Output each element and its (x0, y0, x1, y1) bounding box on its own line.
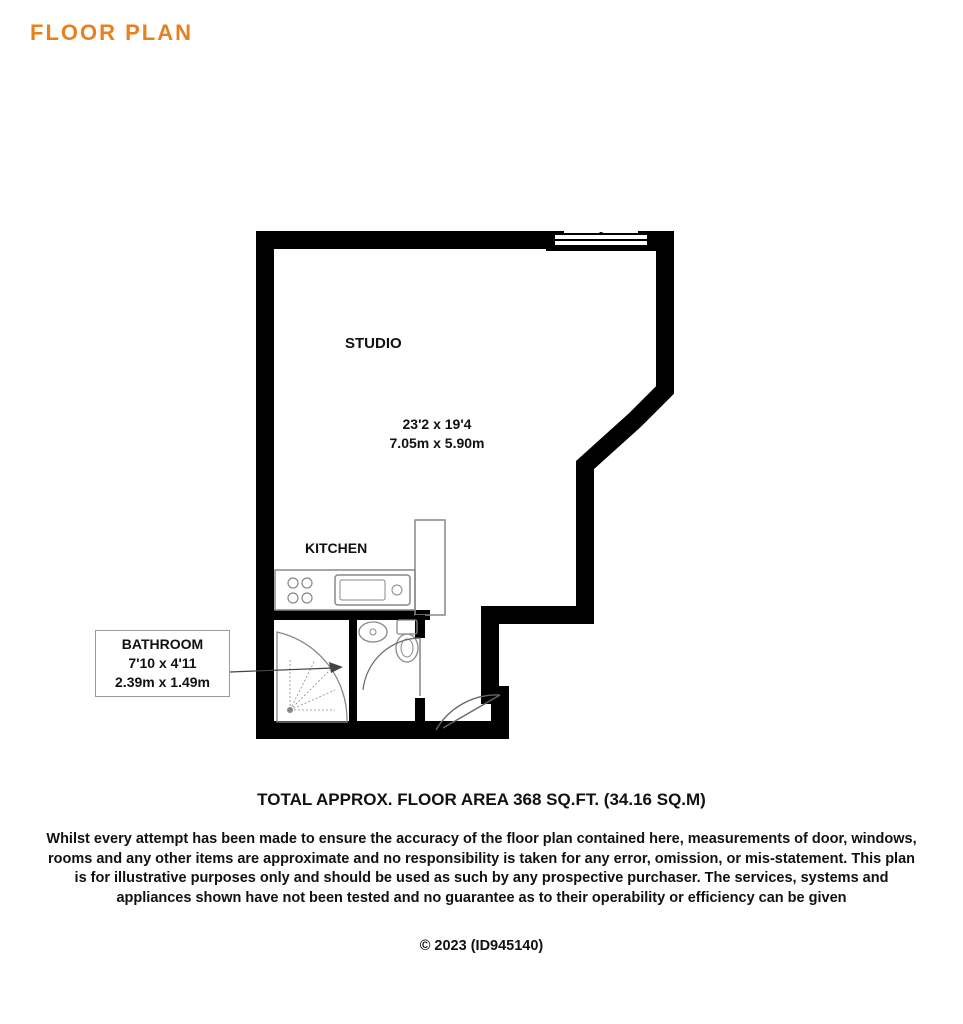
kitchen-label: KITCHEN (305, 540, 367, 556)
sink-basin (340, 580, 385, 600)
outer-wall (265, 240, 665, 730)
bathroom-dim-imperial: 7'10 x 4'11 (106, 654, 219, 673)
studio-dimensions: 23'2 x 19'4 7.05m x 5.90m (357, 415, 517, 453)
bathroom-name: BATHROOM (106, 635, 219, 654)
kitchen-counter (275, 570, 415, 610)
sink-drainer (392, 585, 402, 595)
shower-spray (290, 660, 335, 710)
disclaimer-text: Whilst every attempt has been made to en… (40, 830, 923, 908)
wc-cistern (397, 620, 417, 634)
tall-unit (415, 520, 445, 615)
bathroom-label-box: BATHROOM 7'10 x 4'11 2.39m x 1.49m (95, 630, 230, 697)
hob-ring (302, 593, 312, 603)
studio-dim-metric: 7.05m x 5.90m (390, 435, 485, 451)
copyright-text: © 2023 (ID945140) (0, 938, 963, 954)
wc-seat (401, 639, 413, 657)
door-arc (363, 638, 420, 690)
studio-dim-imperial: 23'2 x 19'4 (403, 416, 472, 432)
hob-ring (302, 578, 312, 588)
hob-ring (288, 578, 298, 588)
basin-drain (370, 629, 376, 635)
hob-ring (288, 593, 298, 603)
label-pointer (230, 668, 333, 672)
floorplan-diagram: STUDIO 23'2 x 19'4 7.05m x 5.90m KITCHEN… (95, 220, 865, 770)
studio-label: STUDIO (345, 335, 402, 352)
bathroom-dim-metric: 2.39m x 1.49m (106, 673, 219, 692)
wash-basin (359, 622, 387, 642)
label-arrowhead (329, 662, 343, 673)
floor-area-summary: TOTAL APPROX. FLOOR AREA 368 SQ.FT. (34.… (0, 790, 963, 810)
page-title: FLOOR PLAN (30, 20, 193, 46)
